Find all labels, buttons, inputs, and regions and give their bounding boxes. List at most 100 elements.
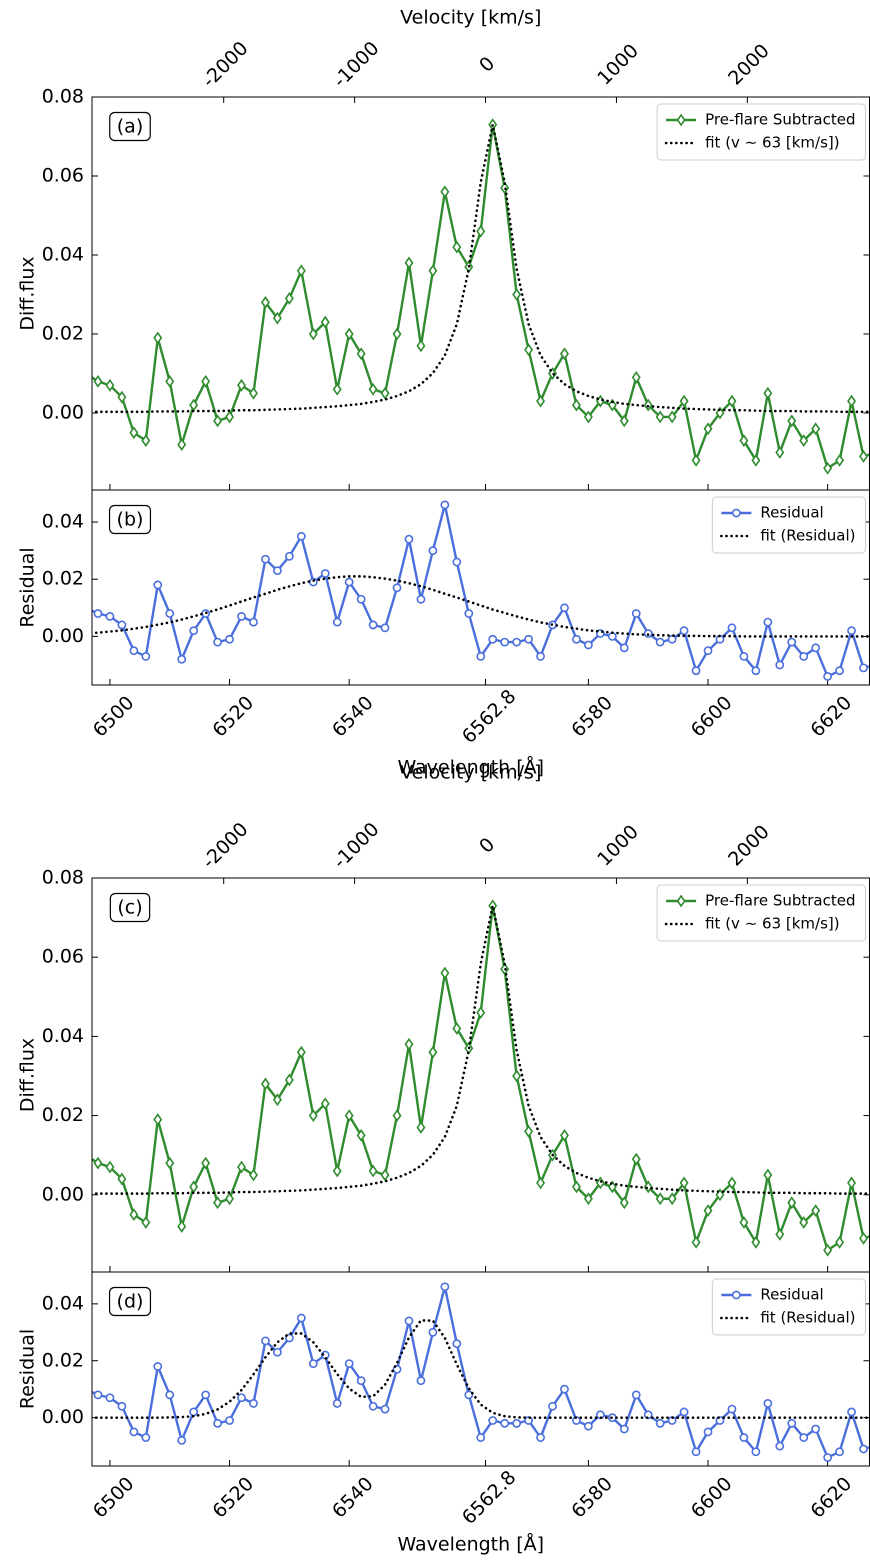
marker (380, 623, 390, 633)
marker (763, 617, 773, 627)
marker (452, 240, 462, 254)
marker (368, 1164, 378, 1178)
marker (859, 663, 868, 673)
x2-tick-label: -1000 (329, 818, 384, 873)
x-tick-label: 6600 (687, 692, 737, 742)
marker (129, 1208, 139, 1221)
marker (105, 611, 115, 621)
marker (273, 1347, 282, 1357)
marker (428, 264, 438, 278)
marker (83, 368, 90, 378)
marker (141, 1433, 151, 1442)
marker (572, 634, 581, 644)
x-tick-label: 6580 (567, 1473, 617, 1523)
marker (667, 1192, 677, 1206)
marker (189, 1407, 199, 1417)
legend-marker (731, 1290, 741, 1300)
marker (751, 1235, 761, 1249)
y-tick-label: 0.08 (42, 86, 84, 108)
y-tick-label: 0.00 (42, 625, 84, 647)
marker (296, 531, 306, 541)
legend: Residual fit (Residual) (711, 496, 866, 554)
x-tick-label: 6520 (208, 1473, 258, 1523)
marker (679, 1407, 689, 1417)
marker (727, 1404, 737, 1414)
marker (799, 1433, 809, 1442)
legend: Pre-flare Subtracted fit (v ∼ 63 [km/s]) (656, 884, 866, 942)
marker (213, 637, 222, 647)
marker (392, 327, 402, 341)
marker (548, 1401, 557, 1411)
legend-label: Residual (760, 504, 823, 522)
marker (380, 386, 390, 400)
marker (308, 1109, 318, 1122)
y-tick-label: 0.00 (42, 401, 84, 423)
marker (691, 666, 701, 676)
marker (249, 1399, 258, 1408)
marker (105, 1160, 115, 1174)
marker (284, 551, 294, 561)
marker (763, 1168, 773, 1182)
legend-label: fit (Residual) (760, 527, 855, 545)
x-tick-label: 6580 (567, 692, 617, 742)
marker (703, 422, 713, 436)
marker (440, 1282, 450, 1292)
marker (117, 1401, 127, 1411)
marker (93, 609, 103, 618)
y-tick-label: 0.06 (42, 946, 84, 968)
x2-tick-label: 0 (475, 53, 499, 77)
marker (249, 1168, 258, 1182)
series-line (92, 575, 870, 638)
y-axis-title: Diff.flux (17, 1038, 39, 1112)
marker (404, 1316, 414, 1326)
marker (368, 1401, 378, 1411)
marker (356, 347, 366, 361)
legend: Pre-flare Subtracted fit (v ∼ 63 [km/s]) (656, 103, 866, 161)
marker (225, 634, 234, 644)
legend-label: Pre-flare Subtracted (705, 892, 855, 910)
legend-marker (676, 894, 686, 908)
x-tick-label: 6500 (89, 1473, 139, 1523)
marker (847, 394, 857, 408)
marker (416, 339, 426, 353)
marker (488, 1416, 498, 1425)
legend-label: fit (v ∼ 63 [km/s]) (705, 915, 840, 933)
marker (261, 554, 270, 564)
legend-label: fit (v ∼ 63 [km/s]) (705, 134, 840, 152)
x-tick-label: 6520 (208, 692, 258, 742)
marker (787, 1196, 797, 1210)
marker (93, 374, 103, 388)
marker (787, 414, 797, 428)
panel-label-box (108, 1286, 152, 1317)
marker (308, 1359, 318, 1368)
marker (225, 1192, 235, 1206)
panel-label: (c) (117, 897, 142, 919)
marker (691, 1447, 701, 1457)
x2-tick-label: 0 (475, 834, 499, 858)
marker (811, 422, 821, 436)
marker (571, 398, 581, 412)
marker (727, 1176, 737, 1190)
y-tick-label: 0.02 (42, 1104, 84, 1126)
panel-label: (b) (117, 509, 144, 531)
marker (356, 1376, 366, 1386)
marker (691, 1235, 701, 1249)
marker (703, 1427, 713, 1437)
marker (787, 1418, 797, 1428)
series-line (92, 123, 870, 470)
marker (141, 1216, 151, 1229)
marker (344, 1359, 354, 1368)
marker (500, 637, 510, 647)
legend-box (711, 496, 866, 554)
marker (512, 288, 522, 301)
marker (320, 315, 330, 329)
marker (368, 620, 378, 630)
marker (859, 1444, 868, 1454)
marker (727, 394, 737, 408)
marker (655, 1192, 665, 1206)
panel-label-box (108, 504, 152, 535)
marker (787, 637, 797, 647)
marker (153, 331, 163, 345)
marker (105, 1393, 115, 1403)
